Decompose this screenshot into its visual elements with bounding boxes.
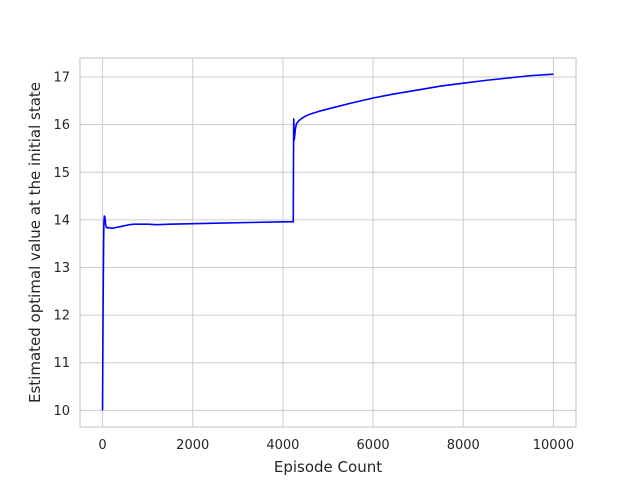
y-tick-label: 11 (53, 356, 70, 371)
x-tick-label: 6000 (357, 438, 390, 453)
x-tick-label: 2000 (176, 438, 209, 453)
x-axis-label: Episode Count (274, 458, 382, 476)
x-tick-label: 0 (98, 438, 106, 453)
y-tick-label: 16 (53, 118, 70, 133)
x-tick-label: 10000 (533, 438, 574, 453)
y-tick-label: 13 (53, 261, 70, 276)
series-line (101, 73, 554, 411)
y-tick-label: 14 (53, 213, 70, 228)
y-tick-label: 12 (53, 309, 70, 324)
y-gridlines (80, 76, 576, 411)
x-gridlines (102, 58, 554, 427)
x-tick-label: 4000 (266, 438, 299, 453)
y-tick-label: 15 (53, 166, 70, 181)
y-tick-label: 17 (53, 71, 70, 86)
y-axis-label: Estimated optimal value at the initial s… (26, 82, 44, 403)
plot-area-frame (79, 57, 577, 428)
x-tick-label: 8000 (447, 438, 480, 453)
x-tick-labels: 0 2000 4000 6000 8000 10000 (98, 438, 574, 453)
y-tick-label: 10 (53, 404, 70, 419)
y-tick-labels: 10 11 12 13 14 15 16 17 (53, 71, 70, 419)
